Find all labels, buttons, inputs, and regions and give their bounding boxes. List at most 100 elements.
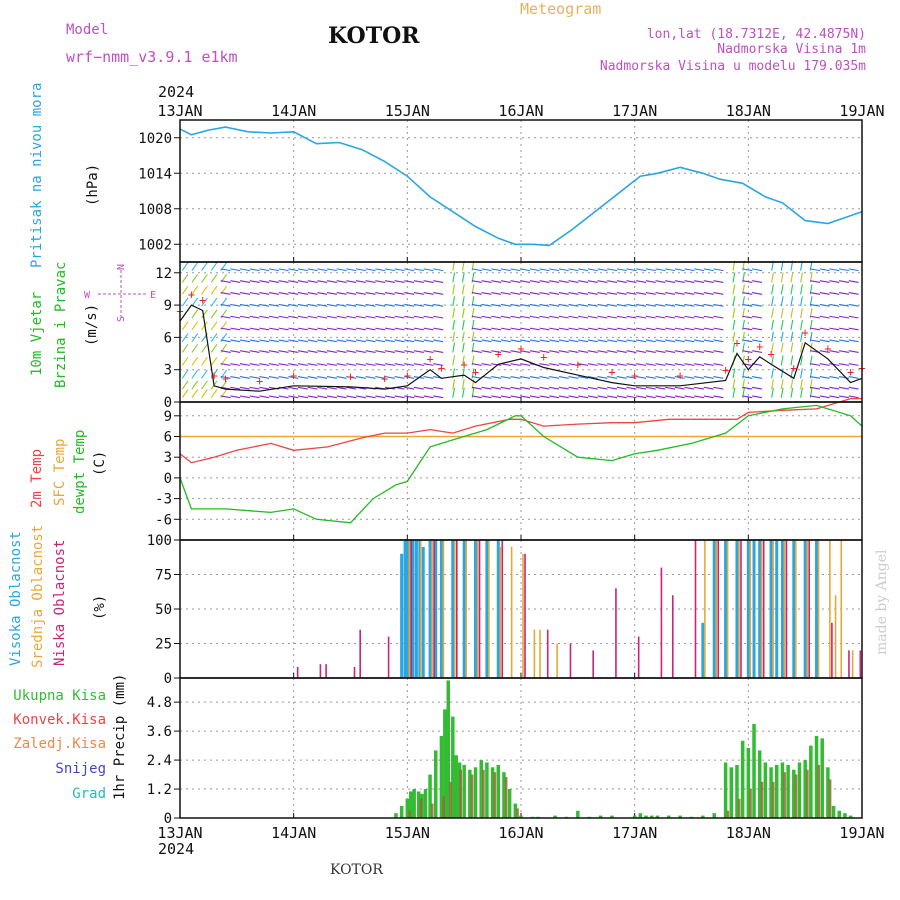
wind-arrow — [491, 292, 502, 295]
wind-arrow — [239, 350, 251, 354]
wind-arrow — [297, 303, 308, 307]
gust-marker: + — [745, 352, 752, 366]
wind-arrow — [752, 315, 763, 319]
wind-arrow — [278, 303, 289, 307]
wind-arrow — [297, 386, 308, 390]
wind-arrow — [191, 369, 199, 379]
wind-arrow — [452, 387, 456, 398]
wind-arrow — [375, 315, 386, 319]
precip-bar-convective — [442, 796, 445, 818]
gust-marker: + — [733, 336, 740, 350]
precip-bar-convective — [749, 789, 752, 818]
wind-arrow — [355, 280, 366, 284]
wind-arrow — [500, 363, 511, 366]
wind-arrow — [355, 268, 366, 272]
wind-arrow — [471, 315, 482, 319]
wind-arrow — [520, 350, 531, 354]
wind-arrow — [288, 363, 299, 366]
wind-arrow — [510, 386, 521, 390]
wind-arrow — [404, 268, 415, 272]
wind-arrow — [771, 379, 774, 390]
wind-arrow — [674, 386, 685, 390]
gust-marker: + — [256, 374, 263, 388]
wind-arrow — [848, 376, 859, 379]
wind-arrow — [520, 363, 531, 366]
panel-frame — [179, 261, 863, 403]
wind-arrow — [742, 303, 753, 307]
wind-arrow — [278, 339, 289, 343]
wind-arrow — [259, 376, 270, 379]
wind-arrow — [355, 315, 366, 319]
wind-arrow — [713, 350, 724, 354]
wind-arrow — [626, 363, 637, 366]
precip-bar-total — [513, 803, 518, 818]
y-tick-label: 1002 — [138, 237, 172, 253]
gust-marker: + — [631, 368, 638, 382]
wind-arrow — [529, 303, 540, 307]
y-tick-label: -6 — [155, 512, 172, 528]
wind-arrow — [520, 268, 531, 272]
wind-arrow — [365, 350, 376, 354]
wind-arrow — [665, 280, 676, 284]
gust-marker: + — [517, 341, 524, 355]
wind-arrow — [539, 395, 550, 399]
y-tick-label: 1.2 — [147, 782, 172, 798]
precip-bar-total — [473, 767, 478, 818]
wind-arrow — [578, 339, 589, 343]
wind-arrow — [346, 292, 357, 295]
wind-arrow — [819, 376, 830, 379]
model-name: wrf−nmm_v3.9.1 e1km — [66, 48, 238, 66]
wind-arrow — [616, 339, 627, 343]
wind-arrow — [413, 327, 424, 331]
wind-arrow — [587, 363, 598, 366]
wind-arrow — [732, 379, 736, 390]
wind-arrow — [607, 327, 618, 331]
precip-bar-total — [792, 769, 796, 818]
panel-precipitation: 0 1.2 2.4 3.6 4.8 — [147, 678, 863, 827]
wind-arrow — [491, 315, 502, 319]
wind-arrow — [607, 292, 618, 295]
wind-arrow — [742, 292, 753, 295]
wind-arrow — [848, 315, 859, 319]
wind-arrow — [771, 284, 774, 295]
wind-arrow — [404, 395, 415, 399]
wind-arrow — [404, 327, 415, 331]
wind-arrow — [375, 363, 386, 366]
wind-arrow — [355, 339, 366, 343]
wind-arrow — [259, 280, 270, 284]
pressure-ylabel-1: Pritisak na nivou mora — [29, 83, 45, 268]
y-tick-label: 1014 — [138, 166, 172, 182]
wind-arrow — [578, 350, 589, 354]
wind-arrow — [674, 350, 685, 354]
cloud-ylabel-2: Srednja Oblacnost — [30, 525, 46, 668]
precip-bar-convective — [493, 772, 497, 818]
wind-arrow — [346, 395, 357, 399]
precip-bar-total — [443, 709, 447, 818]
precip-bar-total — [786, 764, 790, 818]
wind-arrow — [549, 303, 560, 307]
wind-arrow — [587, 350, 598, 354]
wind-arrow — [790, 319, 794, 330]
wind-arrow — [607, 395, 618, 399]
wind-arrow — [848, 339, 859, 343]
wind-arrow — [307, 363, 318, 366]
wind-arrow — [626, 386, 637, 390]
wind-arrow — [433, 327, 444, 331]
wind-arrow — [568, 315, 579, 319]
wind-arrow — [607, 386, 618, 390]
wind-arrow — [433, 386, 444, 390]
wind-arrow — [607, 315, 618, 319]
wind-arrow — [210, 297, 218, 307]
wind-arrow — [848, 386, 859, 390]
wind-arrow — [365, 363, 376, 366]
gust-marker: + — [756, 339, 763, 353]
precip-bar-convective — [760, 781, 764, 818]
wind-arrow — [288, 376, 299, 379]
wind-arrow — [838, 350, 850, 354]
wind-arrow — [307, 350, 318, 354]
wind-arrow — [500, 280, 511, 284]
top-tick-label: 15JAN — [385, 102, 430, 120]
wind-arrow — [210, 356, 218, 366]
wind-arrow — [587, 292, 598, 295]
wind-arrow — [829, 327, 840, 331]
